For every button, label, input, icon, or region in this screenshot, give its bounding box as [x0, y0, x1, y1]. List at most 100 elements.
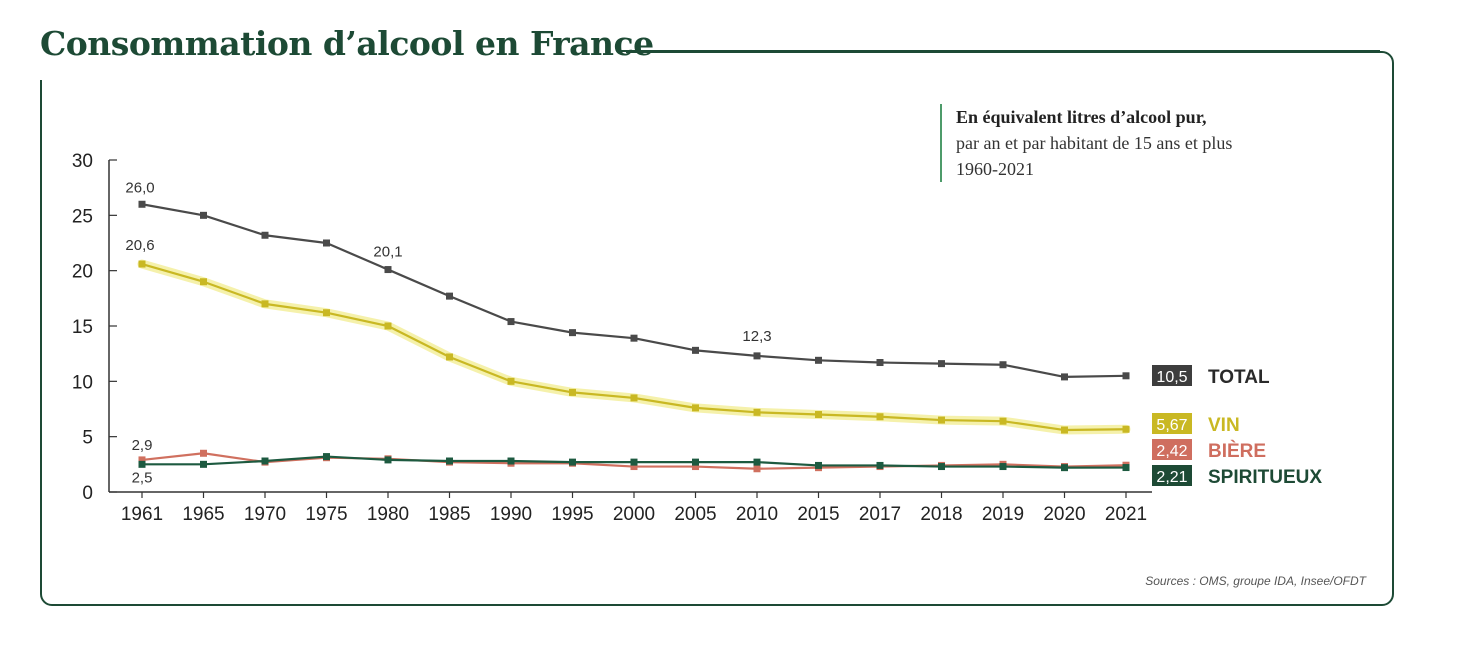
spiritueux-point — [507, 457, 515, 465]
total-point — [507, 318, 515, 326]
x-tick-label: 1975 — [305, 504, 347, 525]
y-tick-label: 25 — [72, 206, 93, 227]
biere-point — [630, 463, 638, 471]
spiritueux-point — [938, 463, 945, 471]
y-tick-label: 0 — [82, 483, 93, 504]
x-tick-label: 1965 — [182, 504, 224, 525]
title-rule — [620, 50, 1380, 52]
total-legend-badge — [1152, 365, 1192, 386]
total-point — [1061, 373, 1068, 381]
x-tick-label: 1961 — [121, 504, 163, 525]
x-tick-label: 2000 — [613, 504, 655, 525]
x-tick-label: 1970 — [244, 504, 286, 525]
x-tick-label: 1990 — [490, 504, 532, 525]
total-point — [630, 334, 638, 342]
x-tick-label: 2017 — [859, 504, 901, 525]
spiritueux-point — [569, 458, 576, 466]
spiritueux-point — [999, 463, 1007, 471]
vin-point — [815, 411, 822, 419]
x-tick-label: 1980 — [367, 504, 409, 525]
spiritueux-legend-badge — [1152, 465, 1192, 486]
vin-point — [999, 417, 1007, 425]
vin-point — [323, 309, 330, 317]
spiritueux-legend-name: SPIRITUEUX — [1208, 467, 1322, 488]
total-point — [261, 231, 269, 239]
biere-point — [138, 456, 146, 464]
total-legend-name: TOTAL — [1208, 367, 1270, 388]
y-tick-label: 15 — [72, 317, 93, 338]
spiritueux-point — [1061, 464, 1068, 472]
title-background — [26, 20, 626, 80]
total-data-label: 20,1 — [373, 244, 402, 261]
total-legend-value: 10,5 — [1156, 369, 1187, 386]
x-tick-label: 2005 — [674, 504, 716, 525]
total-point — [999, 361, 1007, 369]
vin-point — [1122, 425, 1130, 433]
total-point — [876, 359, 884, 367]
spiritueux-data-label: 2,5 — [132, 469, 153, 486]
total-point — [446, 292, 453, 300]
vin-point — [1061, 426, 1068, 434]
x-tick-label: 2018 — [920, 504, 962, 525]
total-point — [753, 352, 761, 360]
spiritueux-point — [446, 457, 453, 465]
biere-point — [753, 465, 761, 473]
chart-note: En équivalent litres d’alcool pur, par a… — [940, 104, 1232, 182]
total-point — [692, 346, 699, 354]
vin-point — [569, 388, 576, 396]
total-point — [323, 239, 330, 247]
spiritueux-legend-value: 2,21 — [1156, 469, 1187, 486]
spiritueux-point — [876, 461, 884, 469]
vin-point — [138, 260, 146, 268]
vin-line — [141, 262, 1127, 432]
vin-point — [876, 413, 884, 421]
vin-point — [384, 322, 392, 330]
biere-point — [692, 463, 699, 471]
vin-line-glow — [137, 259, 1131, 435]
biere-legend-badge — [1152, 439, 1192, 460]
total-point — [938, 360, 945, 368]
total-line — [141, 203, 1127, 379]
spiritueux-point — [753, 458, 761, 466]
biere-point — [200, 449, 207, 457]
spiritueux-point — [815, 461, 822, 469]
vin-legend-name: VIN — [1208, 415, 1240, 436]
spiritueux-point — [138, 460, 146, 468]
spiritueux-point — [384, 456, 392, 464]
spiritueux-point — [692, 458, 699, 466]
chart-frame — [40, 51, 1394, 606]
vin-legend-value: 5,67 — [1156, 417, 1187, 434]
vin-point — [692, 404, 699, 412]
total-point — [569, 329, 576, 337]
vin-point — [507, 377, 515, 385]
vin-data-label: 20,6 — [125, 237, 154, 254]
y-tick-label: 5 — [82, 428, 93, 449]
x-tick-label: 2015 — [797, 504, 839, 525]
total-data-label: 12,3 — [742, 328, 771, 345]
y-tick-label: 20 — [72, 262, 93, 283]
vin-point — [200, 278, 207, 286]
total-data-label: 26,0 — [125, 179, 154, 196]
vin-point — [446, 353, 453, 361]
note-line-3: 1960-2021 — [956, 159, 1034, 179]
x-tick-label: 2010 — [736, 504, 778, 525]
y-tick-label: 10 — [72, 372, 93, 393]
vin-point — [753, 408, 761, 416]
x-tick-label: 1985 — [428, 504, 470, 525]
x-tick-label: 2021 — [1105, 504, 1147, 525]
biere-legend-name: BIÈRE — [1208, 440, 1266, 462]
biere-data-label: 2,9 — [132, 437, 153, 454]
x-tick-label: 2020 — [1043, 504, 1085, 525]
note-line-2: par an et par habitant de 15 ans et plus — [956, 133, 1233, 153]
spiritueux-point — [1122, 464, 1130, 472]
x-tick-label: 2019 — [982, 504, 1024, 525]
vin-point — [938, 416, 945, 424]
total-point — [815, 356, 822, 364]
vin-point — [630, 394, 638, 402]
total-point — [384, 266, 392, 274]
source-note: Sources : OMS, groupe IDA, Insee/OFDT — [1145, 574, 1366, 588]
spiritueux-point — [200, 460, 207, 468]
y-tick-label: 30 — [72, 151, 93, 172]
vin-legend-badge — [1152, 413, 1192, 434]
